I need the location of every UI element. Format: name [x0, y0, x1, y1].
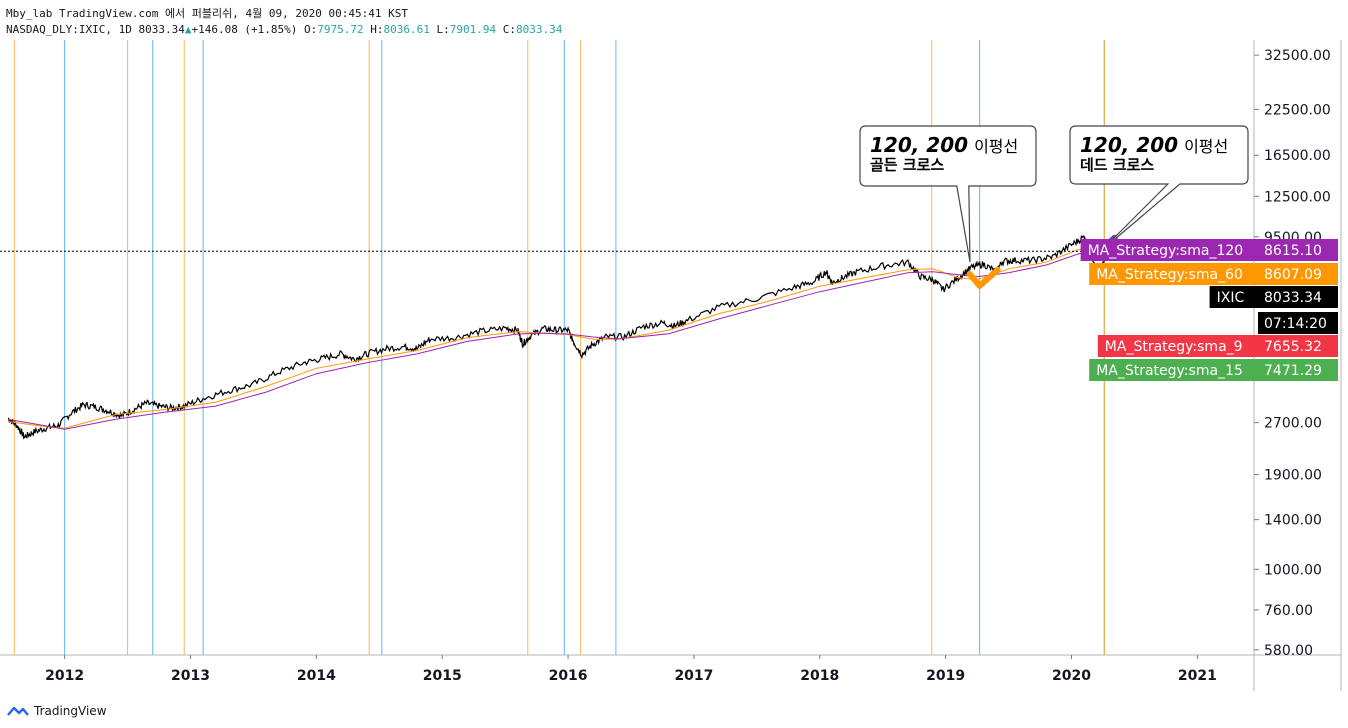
series-name-box [1089, 263, 1258, 285]
series-name-box [1080, 239, 1258, 261]
price-value: 8615.10 [1264, 243, 1322, 259]
y-tick-label: 32500.00 [1264, 48, 1331, 64]
x-tick-label: 2020 [1052, 668, 1091, 684]
high-label: H: [370, 23, 384, 36]
tradingview-logo-icon [7, 706, 29, 716]
footer: TradingView [6, 701, 107, 721]
x-tick-label: 2021 [1178, 668, 1217, 684]
close-label: C: [502, 23, 516, 36]
y-tick-label: 1000.00 [1264, 562, 1322, 578]
y-tick-label: 2700.00 [1264, 416, 1322, 432]
change: +146.08 (+1.85%) [191, 23, 298, 36]
price-value-box [1258, 335, 1338, 357]
price-chart[interactable]: 32500.0022500.0016500.0012500.009500.002… [0, 0, 1348, 700]
y-tick-label: 12500.00 [1264, 189, 1331, 205]
callout-bubble [859, 125, 1037, 263]
price-value: 7471.29 [1264, 363, 1322, 379]
y-tick-label: 22500.00 [1264, 102, 1331, 118]
series-name: MA_Strategy:sma_60 [1096, 267, 1243, 283]
y-tick-label: 16500.00 [1264, 148, 1331, 164]
callout-line1: 120, 200 이평선 [1080, 133, 1228, 157]
x-tick-label: 2018 [800, 668, 839, 684]
series-IXIC [8, 234, 1105, 440]
price-value: 7655.32 [1264, 339, 1322, 355]
callout-line2: 골든 크로스 [870, 156, 944, 174]
price-label-MA_Strategy:sma_120: 8615.10 MA_Strategy:sma_120 [1080, 239, 1338, 261]
tradingview-brand[interactable]: TradingView [34, 704, 107, 718]
low-label: L: [436, 23, 450, 36]
x-tick-label: 2016 [549, 668, 588, 684]
open-value: 7975.72 [317, 23, 364, 36]
price-value: 8033.34 [1264, 290, 1322, 306]
price-label-IXIC: 8033.34 IXIC [1209, 286, 1338, 308]
y-tick-label: 580.00 [1264, 643, 1313, 659]
high-value: 8036.61 [383, 23, 430, 36]
series-name-box [1209, 286, 1258, 308]
close-value: 8033.34 [516, 23, 563, 36]
series-name: MA_Strategy:sma_120 [1088, 243, 1244, 259]
x-tick-label: 2019 [926, 668, 965, 684]
last-price: 8033.34 [138, 23, 185, 36]
x-tick-label: 2012 [45, 668, 84, 684]
price-value-box [1258, 239, 1338, 261]
symbol-info: NASDAQ_DLY:IXIC, 1D 8033.34▲+146.08 (+1.… [6, 22, 562, 38]
series-sma_120 [7, 249, 1105, 430]
publish-info: Mby_lab TradingView.com 에서 퍼블리쉬, 4월 09, … [6, 7, 408, 20]
up-arrow-icon: ▲ [184, 23, 192, 36]
price-label-MA_Strategy:sma_9: 7655.32 MA_Strategy:sma_9 [1097, 335, 1338, 357]
low-value: 7901.94 [449, 23, 497, 36]
price-value-box [1258, 359, 1338, 381]
y-tick-label: 1900.00 [1264, 468, 1322, 484]
series-sma_60 [7, 245, 1105, 429]
x-tick-label: 2017 [674, 668, 713, 684]
golden-cross-mark [966, 266, 1001, 289]
series-name: MA_Strategy:sma_15 [1096, 363, 1243, 379]
price-value: 8607.09 [1264, 267, 1322, 283]
x-tick-label: 2013 [171, 668, 210, 684]
price-value-box [1258, 263, 1338, 285]
series-name: IXIC [1217, 290, 1245, 306]
price-value-box [1258, 312, 1338, 334]
series-name-box [1089, 359, 1258, 381]
price-value-box [1258, 286, 1338, 308]
price-value: 07:14:20 [1264, 316, 1327, 332]
callout-line2: 데드 크로스 [1080, 156, 1154, 174]
callout-bubble [1069, 125, 1249, 251]
chart-header: Mby_lab TradingView.com 에서 퍼블리쉬, 4월 09, … [6, 6, 562, 38]
y-tick-label: 760.00 [1264, 603, 1313, 619]
price-label-MA_Strategy:sma_15: 7471.29 MA_Strategy:sma_15 [1089, 359, 1338, 381]
price-label-MA_Strategy:sma_60: 8607.09 MA_Strategy:sma_60 [1089, 263, 1338, 285]
open-label: O: [304, 23, 318, 36]
series-name-box [1097, 335, 1258, 357]
series-name: MA_Strategy:sma_9 [1105, 339, 1243, 355]
y-tick-label: 1400.00 [1264, 513, 1322, 529]
price-label-countdown: 07:14:20 [1258, 312, 1338, 334]
x-tick-label: 2015 [423, 668, 462, 684]
callout-line1: 120, 200 이평선 [870, 133, 1018, 157]
symbol: NASDAQ_DLY:IXIC, 1D [6, 23, 132, 36]
x-tick-label: 2014 [297, 668, 336, 684]
